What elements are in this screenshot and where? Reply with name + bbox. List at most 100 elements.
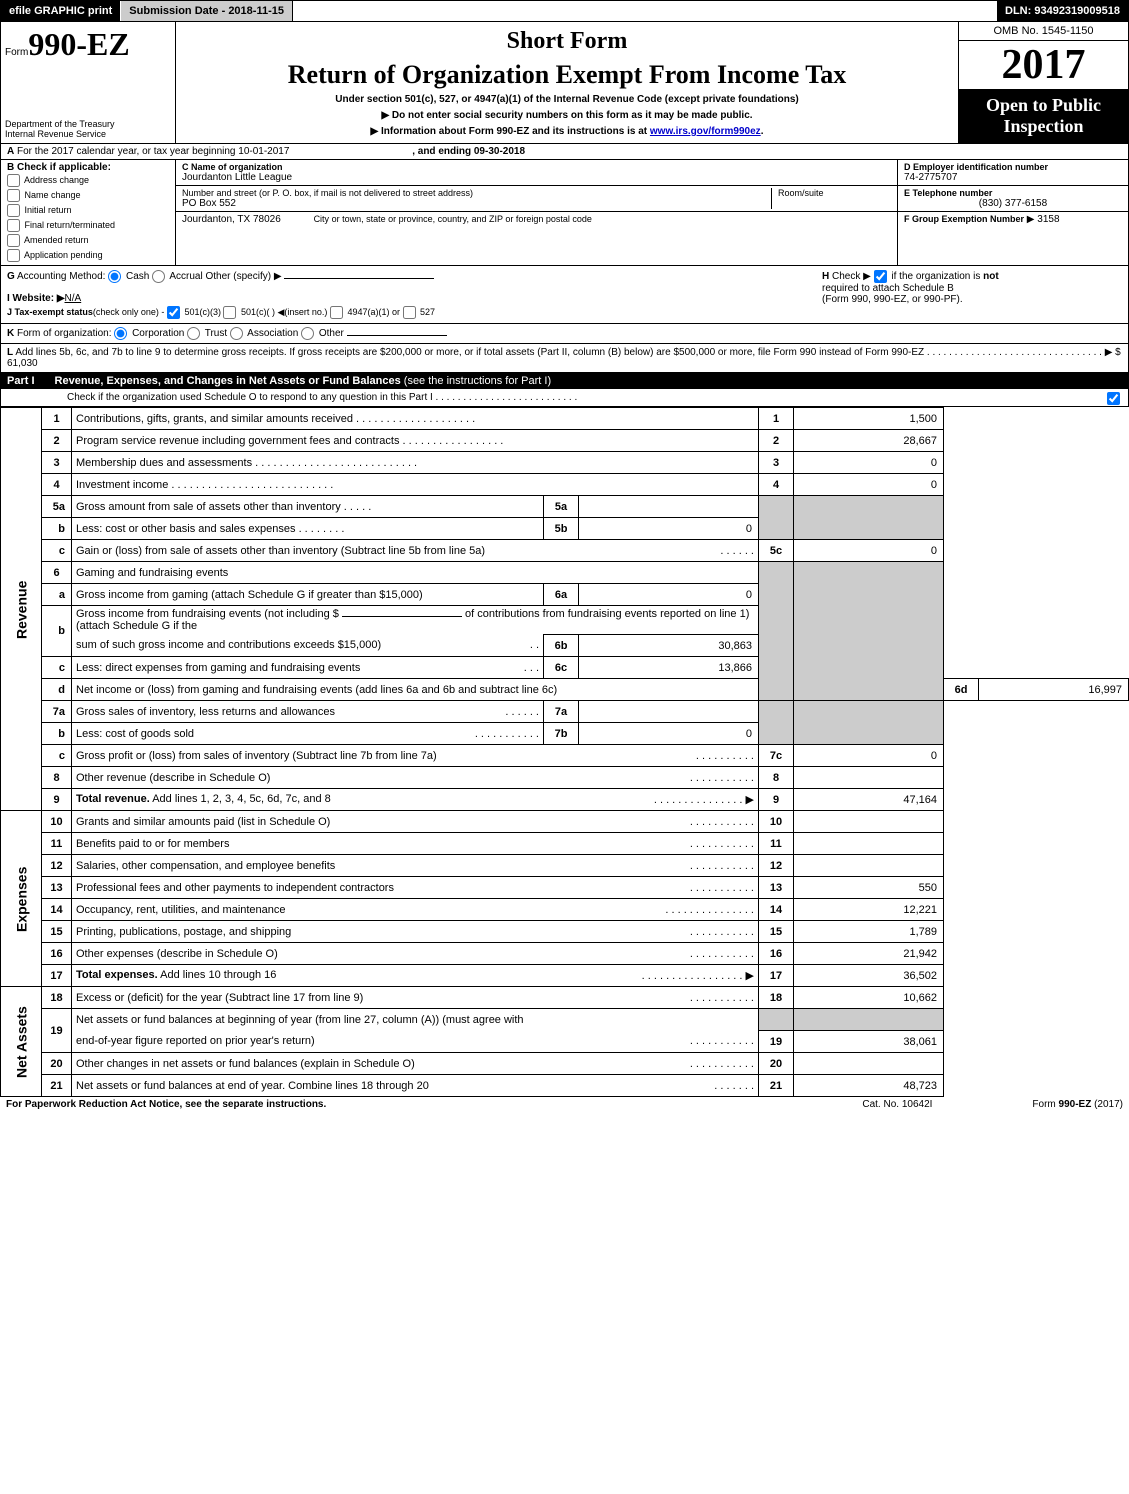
checkbox-h[interactable]: [874, 270, 887, 283]
line-21-dots: . . . . . . .: [714, 1080, 754, 1092]
opt-4947: 4947(a)(1) or: [347, 307, 400, 317]
line-17-bold: Total expenses.: [76, 969, 158, 981]
group-exemption-value: 3158: [1037, 214, 1059, 225]
phone-value: (830) 377-6158: [904, 198, 1122, 209]
other-specify-input[interactable]: [284, 278, 434, 279]
gh-left: G Accounting Method: Cash Accrual Other …: [7, 270, 822, 319]
line-6b-desc2: sum of such gross income and contributio…: [72, 635, 544, 657]
ein-value: 74-2775707: [904, 172, 1122, 183]
irs-link[interactable]: www.irs.gov/form990ez: [650, 126, 761, 137]
line-5a-desc: Gross amount from sale of assets other t…: [72, 496, 544, 518]
opt-accrual: Accrual: [169, 271, 202, 282]
radio-accrual[interactable]: [152, 270, 165, 283]
checkbox-address-change[interactable]: Address change: [7, 173, 169, 188]
line-14-dots: . . . . . . . . . . . . . . .: [665, 904, 754, 916]
column-def: D Employer identification number 74-2775…: [898, 160, 1128, 265]
line-17-text: Add lines 10 through 16: [158, 969, 277, 981]
efile-print-button[interactable]: efile GRAPHIC print: [1, 1, 121, 21]
line-18-num: 18: [42, 987, 72, 1009]
line-21-text: Net assets or fund balances at end of ye…: [76, 1080, 429, 1092]
topbar-spacer: [293, 1, 997, 21]
line-19-rightnum: 19: [759, 1031, 794, 1053]
form-subtitle-1: Under section 501(c), 527, or 4947(a)(1)…: [184, 94, 950, 105]
radio-corporation[interactable]: [114, 327, 127, 340]
line-6-num: 6: [42, 562, 72, 584]
line-9-num: 9: [42, 789, 72, 811]
line-7b-num: b: [42, 723, 72, 745]
street-value: PO Box 552: [182, 198, 771, 209]
shade-7ab: [759, 701, 794, 745]
opt-application-pending: Application pending: [24, 250, 103, 260]
check-if-applicable: Check if applicable:: [17, 162, 111, 173]
line-7b-desc: Less: cost of goods sold . . . . . . . .…: [72, 723, 544, 745]
line-5b-subval: 0: [579, 518, 759, 540]
line-13-num: 13: [42, 877, 72, 899]
checkbox-final-return[interactable]: Final return/terminated: [7, 218, 169, 233]
side-label-net-assets: Net Assets: [1, 987, 42, 1097]
line-14-rightnum: 14: [759, 899, 794, 921]
line-4-num: 4: [42, 474, 72, 496]
h-not: not: [983, 271, 999, 282]
line-6c-num: c: [42, 657, 72, 679]
section-k: K Form of organization: Corporation Trus…: [0, 324, 1129, 344]
radio-association[interactable]: [230, 327, 243, 340]
line-10-text: Grants and similar amounts paid (list in…: [76, 816, 330, 828]
side-label-expenses: Expenses: [1, 811, 42, 987]
h-text4: (Form 990, 990-EZ, or 990-PF).: [822, 294, 963, 305]
checkbox-501c3[interactable]: [167, 306, 180, 319]
radio-cash[interactable]: [108, 270, 121, 283]
line-12-rightnum: 12: [759, 855, 794, 877]
line-14-val: 12,221: [794, 899, 944, 921]
line-9-rightnum: 9: [759, 789, 794, 811]
checkbox-application-pending[interactable]: Application pending: [7, 248, 169, 263]
line-7a-desc: Gross sales of inventory, less returns a…: [72, 701, 544, 723]
line-12-val: [794, 855, 944, 877]
line-7c-text: Gross profit or (loss) from sales of inv…: [76, 750, 437, 762]
line-17-num: 17: [42, 965, 72, 987]
line-6a-subval: 0: [579, 584, 759, 606]
street-label: Number and street (or P. O. box, if mail…: [182, 188, 771, 198]
line-18-desc: Excess or (deficit) for the year (Subtra…: [72, 987, 759, 1009]
checkbox-amended-return[interactable]: Amended return: [7, 233, 169, 248]
line-7c-val: 0: [794, 745, 944, 767]
form-title: Return of Organization Exempt From Incom…: [184, 60, 950, 90]
line-6b-num: b: [42, 606, 72, 657]
city-label: City or town, state or province, country…: [314, 214, 592, 224]
line-6c-subval: 13,866: [579, 657, 759, 679]
line-6c-text: Less: direct expenses from gaming and fu…: [76, 662, 360, 674]
part1-label: Part I: [7, 375, 35, 387]
line-10-rightnum: 10: [759, 811, 794, 833]
checkbox-527[interactable]: [403, 306, 416, 319]
line-6c-desc: Less: direct expenses from gaming and fu…: [72, 657, 544, 679]
line-5b-subnum: 5b: [544, 518, 579, 540]
checkbox-501c[interactable]: [223, 306, 236, 319]
page-footer: For Paperwork Reduction Act Notice, see …: [0, 1097, 1129, 1112]
line-21-desc: Net assets or fund balances at end of ye…: [72, 1075, 759, 1097]
line-1-num: 1: [42, 408, 72, 430]
c-street-row: Number and street (or P. O. box, if mail…: [176, 186, 897, 212]
tax-year: 2017: [959, 41, 1128, 89]
checkbox-4947[interactable]: [330, 306, 343, 319]
line-6b-amount-input[interactable]: [342, 616, 462, 617]
radio-trust[interactable]: [187, 327, 200, 340]
line-6c-subnum: 6c: [544, 657, 579, 679]
line-7b-subval: 0: [579, 723, 759, 745]
opt-corporation: Corporation: [132, 328, 184, 339]
checkbox-schedule-o[interactable]: [1107, 392, 1120, 405]
line-5c-num: c: [42, 540, 72, 562]
line-17-rightnum: 17: [759, 965, 794, 987]
line-6a-num: a: [42, 584, 72, 606]
radio-other[interactable]: [301, 327, 314, 340]
form-subtitle-3: ▶ Information about Form 990-EZ and its …: [184, 126, 950, 137]
line-3-val: 0: [794, 452, 944, 474]
form-prefix: Form: [5, 47, 28, 58]
label-a: A: [7, 146, 14, 157]
form-header: Form990-EZ Department of the Treasury In…: [0, 22, 1129, 144]
checkbox-initial-return[interactable]: Initial return: [7, 203, 169, 218]
opt-final-return: Final return/terminated: [25, 220, 116, 230]
checkbox-name-change[interactable]: Name change: [7, 188, 169, 203]
line-6a-subnum: 6a: [544, 584, 579, 606]
group-exemption-label: F Group Exemption Number: [904, 214, 1024, 224]
k-other-input[interactable]: [347, 335, 447, 336]
line-16-desc: Other expenses (describe in Schedule O) …: [72, 943, 759, 965]
